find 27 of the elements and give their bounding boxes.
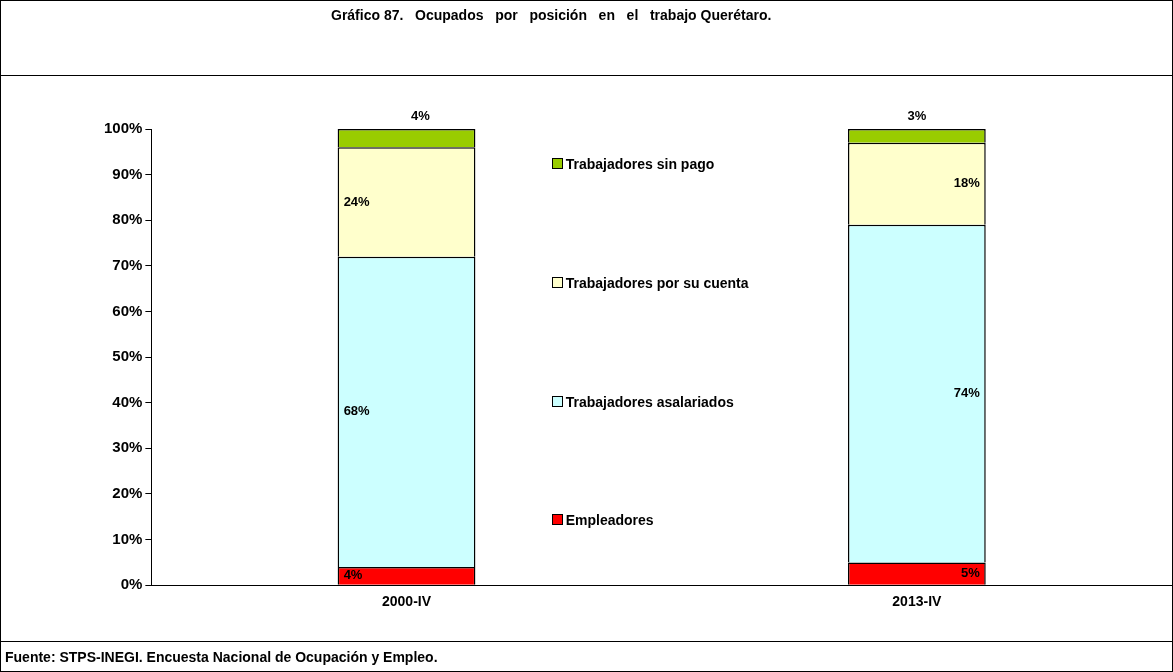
legend-label: Trabajadores sin pago [564,156,715,173]
legend-label: Trabajadores por su cuenta [564,275,749,292]
data-label: 18% [953,175,981,191]
data-label: 74% [953,385,981,401]
y-tick-label: 70% [112,256,143,273]
y-tick-label: 90% [112,164,143,182]
y-tick-label: 30% [112,438,143,456]
data-label: 4% [343,567,363,583]
y-tick-label: 50% [112,347,143,365]
source-note: Fuente: STPS-INEGI. Encuesta Nacional de Ocupación y Empleo. [1,641,1172,671]
chart-title: Gráfico 87. Ocupados por posición en el trabajo Querétaro. [331,7,773,24]
y-tick-label: 60% [112,301,143,319]
x-tick-label: 2000-IV [382,593,432,610]
y-tick-label: 80% [112,210,143,228]
y-tick-label: 40% [112,392,143,410]
data-label: 3% [907,108,927,124]
data-label: 4% [410,108,431,124]
data-label: 24% [343,193,371,209]
x-tick-label: 2013-IV [892,593,943,610]
legend-label: Trabajadores asalariados [564,393,734,410]
y-tick-label: 100% [103,119,143,137]
legend-label: Empleadores [564,512,654,529]
y-tick-label: 0% [120,575,143,593]
y-tick-label: 10% [112,529,143,547]
data-label: 5% [960,565,981,581]
data-label: 68% [343,403,371,419]
y-tick-label: 20% [112,484,143,502]
